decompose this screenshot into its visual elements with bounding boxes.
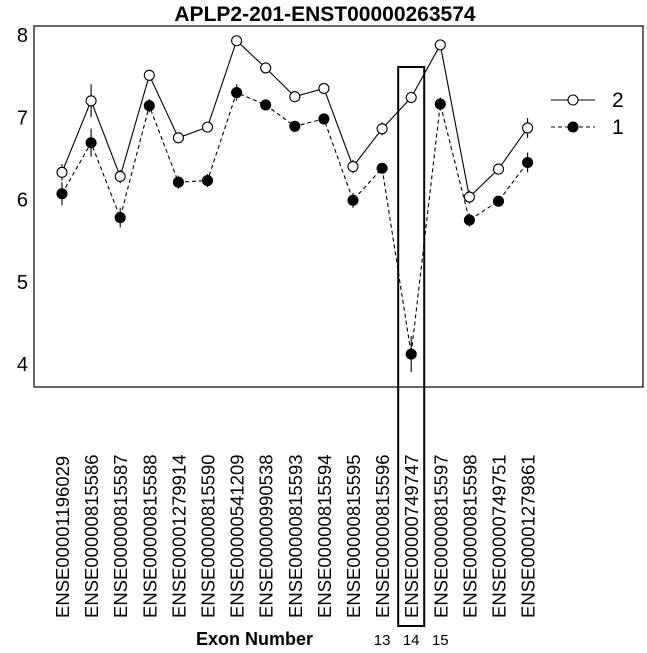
point-series-2	[434, 39, 446, 51]
y-tick-label: 8	[17, 25, 28, 47]
point-series-1	[289, 120, 301, 132]
category-labels: ENSE00001196029 ENSE00000815586 ENSE000008…	[52, 454, 539, 618]
point-series-2	[85, 95, 97, 107]
category-label: ENSE00001279914	[168, 454, 189, 618]
category-label: ENSE00000815593	[285, 454, 306, 618]
point-series-2	[405, 91, 417, 104]
legend-label-1: 1	[612, 116, 624, 139]
category-label: ENSE00000749747	[401, 454, 422, 618]
point-series-2	[463, 191, 475, 203]
y-tick-label: 5	[17, 272, 28, 294]
point-series-1	[201, 175, 214, 187]
category-label: ENSE00000990538	[256, 454, 277, 618]
plot-frame	[33, 25, 644, 388]
category-label: ENSE00000749751	[489, 454, 510, 618]
exon-number-labels: 13 14 15	[374, 632, 449, 649]
point-series-2	[347, 161, 359, 173]
point-series-1	[143, 100, 155, 112]
point-series-1	[463, 214, 475, 226]
y-axis: 4 5 6 7 8	[17, 25, 28, 376]
category-label: ENSE00000815586	[81, 454, 102, 618]
y-tick-label: 7	[17, 107, 28, 129]
point-series-2	[143, 69, 155, 81]
exon-number-label: 14	[403, 632, 420, 649]
point-series-2	[318, 82, 330, 95]
point-series-1	[260, 99, 272, 111]
point-series-1	[56, 188, 68, 200]
point-series-1	[172, 176, 184, 188]
point-series-2	[289, 91, 301, 103]
point-series-2	[114, 170, 126, 183]
point-series-1	[376, 162, 388, 174]
point-series-1	[318, 113, 330, 125]
category-label: ENSE00001279861	[518, 454, 539, 618]
category-label: ENSE00001196029	[52, 456, 73, 618]
category-label: ENSE00000815588	[139, 454, 160, 618]
y-tick-label: 6	[17, 190, 28, 212]
point-series-1	[522, 156, 534, 169]
point-series-1	[492, 195, 505, 207]
point-series-1	[114, 212, 126, 224]
point-series-2	[522, 122, 534, 134]
chart-title: APLP2-201-ENST00000263574	[174, 3, 476, 26]
point-series-1	[405, 348, 417, 360]
point-series-2	[56, 166, 68, 178]
x-axis-label: Exon Number	[196, 629, 313, 649]
point-series-1	[85, 137, 97, 149]
error-bars	[61, 36, 529, 373]
point-series-1	[231, 87, 243, 99]
highlight-box	[397, 66, 426, 627]
exon-number-label: 13	[374, 632, 391, 649]
point-series-2	[376, 123, 388, 135]
point-series-2	[260, 62, 272, 74]
point-series-2	[492, 163, 505, 175]
category-label: ENSE00000815596	[372, 454, 393, 618]
y-tick-label: 4	[17, 354, 28, 376]
legend-label-2: 2	[612, 89, 624, 112]
legend-marker-1	[567, 121, 579, 133]
point-series-2	[231, 35, 243, 47]
point-series-2	[201, 121, 214, 133]
category-label: ENSE00000815594	[314, 454, 335, 618]
category-label: ENSE00000541209	[227, 454, 248, 618]
category-label: ENSE00000815597	[430, 454, 451, 618]
legend: 21	[551, 89, 624, 139]
legend-marker-2	[567, 94, 579, 106]
category-label: ENSE00000815595	[343, 454, 364, 618]
point-series-1	[347, 194, 359, 206]
series-points	[56, 35, 534, 360]
point-series-2	[172, 132, 184, 144]
exon-number-label: 15	[432, 632, 449, 649]
category-label: ENSE00000815590	[198, 454, 219, 618]
series-lines	[61, 39, 529, 355]
category-label: ENSE00000815587	[110, 454, 131, 618]
point-series-1	[434, 98, 446, 110]
category-label: ENSE00000815598	[459, 454, 480, 618]
